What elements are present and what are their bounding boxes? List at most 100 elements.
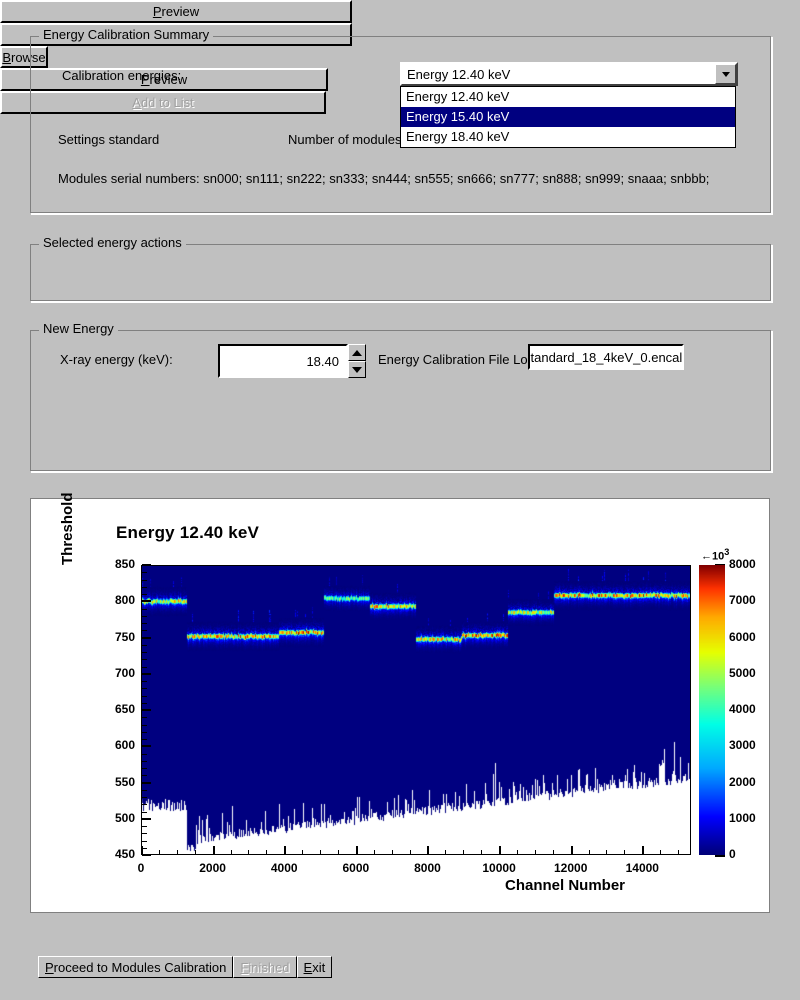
caret-down-glyph [721,71,730,77]
dropdown-option-1[interactable]: Energy 15.40 keV [401,107,735,127]
proceed-rest: roceed to Modules Calibration [53,959,227,975]
y-minor-tickmark [142,797,147,798]
energy-calibration-summary-group: Energy Calibration Summary [30,28,772,214]
x-tickmark [284,846,287,855]
preview-selected-label: Preview [153,4,199,19]
proceed-to-modules-calibration-button[interactable]: Proceed to Modules Calibration [38,956,234,978]
group-title-summary: Energy Calibration Summary [39,28,214,42]
y-minor-tickmark [142,833,147,835]
y-minor-tickmark [142,572,147,574]
y-minor-tickmark [142,840,147,842]
x-minor-tickmark [320,850,322,855]
y-minor-tickmark [142,608,147,610]
y-minor-tickmark [142,594,147,595]
y-tick-label: 650 [114,702,135,716]
stepper-up-button[interactable] [348,344,366,361]
modules-serial-numbers-label: Modules serial numbers: sn000; sn111; sn… [58,171,710,186]
y-minor-tickmark [142,586,147,588]
finished-button[interactable]: Finished [233,956,297,978]
xray-energy-stepper[interactable] [348,344,366,378]
finished-label: Finished [240,960,289,975]
energy-calibration-file-log-label: Energy Calibration File Log [378,352,535,367]
exit-label: Exit [304,960,326,975]
y-tick-label: 600 [114,738,135,753]
x-minor-tickmark [391,850,393,855]
calibration-plot-panel: Energy 12.40 keV Threshold Channel Numbe… [30,492,770,913]
y-minor-tickmark [142,630,147,632]
y-minor-tickmark [142,847,147,849]
colorbar-exp-arrow: ← [701,550,712,563]
exit-button[interactable]: Exit [296,956,333,978]
xray-energy-value: 18.40 [306,353,339,369]
x-minor-tickmark [463,850,465,855]
stepper-down-button[interactable] [348,361,366,378]
y-tickmark [142,745,151,748]
x-minor-tickmark [176,850,178,855]
x-minor-tickmark [516,850,518,855]
y-minor-tickmark [142,579,147,581]
combobox-display[interactable]: Energy 12.40 keV [400,62,738,86]
xray-energy-input[interactable]: 18.40 [218,344,348,378]
y-minor-tickmark [142,760,147,762]
colorbar-exponent-label: ←103 [701,547,729,563]
xray-energy-label: X-ray energy (keV): [60,352,173,367]
y-minor-tickmark [142,768,147,769]
calibration-energies-dropdown-list[interactable]: Energy 12.40 keV Energy 15.40 keV Energy… [400,86,736,148]
chevron-down-icon[interactable] [715,64,736,84]
x-tickmark [427,846,430,855]
dropdown-option-0[interactable]: Energy 12.40 keV [406,89,510,104]
new-energy-group: New Energy [30,322,772,472]
x-tickmark [570,846,573,855]
colorbar-tick-label: 8000 [729,557,756,571]
y-tickmark [142,709,151,711]
exit-rest: xit [312,959,326,975]
energy-calibration-file-log-input[interactable]: standard_18_4keV_0.encal [528,344,684,370]
colorbar-exp-power: 3 [724,547,730,557]
y-minor-tickmark [142,666,147,668]
combobox-selected-value: Energy 12.40 keV [407,66,511,82]
y-tickmark [142,854,151,856]
colorbar-tick-label: 7000 [729,593,756,608]
x-minor-tickmark [248,850,250,855]
browse-rest: rowse [10,49,46,65]
colorbar-tickmark [715,854,725,857]
colorbar-canvas [699,565,725,855]
calibration-energies-combobox[interactable]: Energy 12.40 keV [400,62,738,86]
x-tick-label: 0 [137,861,145,875]
y-minor-tickmark [142,688,147,690]
colorbar-tick-label: 3000 [729,738,756,753]
colorbar-tick-label: 6000 [729,629,756,644]
add-to-list-rest: dd to List [140,95,194,110]
preview-selected-rest: review [161,4,200,19]
browse-button[interactable]: Browse [0,46,48,68]
x-minor-tickmark [194,850,196,855]
x-tick-label: 12000 [554,861,588,875]
group-title-selected-actions: Selected energy actions [39,236,186,250]
preview-new-mnemonic: P [140,72,150,87]
y-minor-tickmark [142,702,147,704]
y-minor-tickmark [142,623,147,624]
y-tick-label: 450 [114,847,135,861]
y-minor-tickmark [142,739,147,740]
x-tickmark [212,846,215,855]
settings-standard-label: Settings standard [58,132,160,147]
add-to-list-button[interactable]: Add to List [0,91,326,114]
y-minor-tickmark [142,615,147,617]
dropdown-option-2[interactable]: Energy 18.40 keV [406,129,510,144]
x-tickmark [141,846,143,855]
x-tickmark [499,846,502,855]
x-tick-label: 8000 [414,861,441,875]
y-axis-title: Threshold [59,492,76,565]
y-minor-tickmark [142,753,147,755]
proceed-label: Proceed to Modules Calibration [45,960,226,975]
colorbar-exp-base: 10 [712,550,725,563]
x-tick-label: 14000 [625,861,659,875]
bottom-action-bar: Proceed to Modules Calibration Finished … [38,956,333,978]
x-minor-tickmark [481,850,483,855]
preview-new-rest: review [149,72,188,87]
x-minor-tickmark [373,850,375,855]
preview-selected-energy-button[interactable]: Preview [0,0,352,23]
preview-new-energy-button[interactable]: Preview [0,68,328,91]
x-minor-tickmark [158,850,160,855]
file-log-value: standard_18_4keV_0.encal [528,349,683,365]
